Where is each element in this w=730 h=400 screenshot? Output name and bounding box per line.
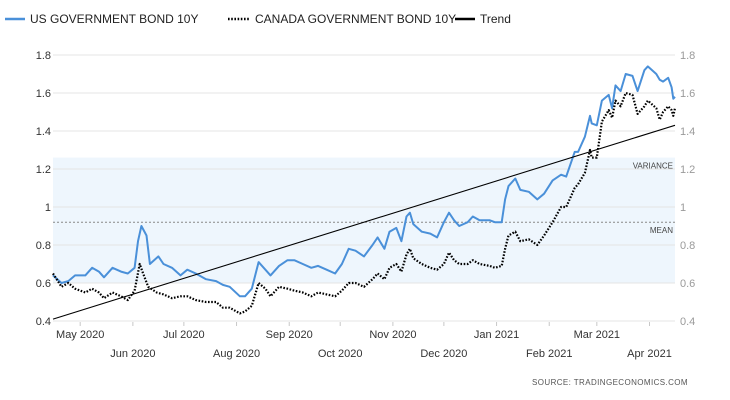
legend-label-us-government-bond-10y: US GOVERNMENT BOND 10Y (30, 12, 198, 26)
x-tick-label: Nov 2020 (369, 329, 416, 341)
legend: US GOVERNMENT BOND 10Y CANADA GOVERNMENT … (5, 12, 511, 26)
y-tick-label-left: 1 (45, 202, 51, 214)
y-tick-label-left: 0.6 (36, 278, 51, 290)
x-tick-label: Feb 2021 (526, 348, 572, 360)
x-tick-label: Jun 2020 (110, 348, 155, 360)
y-tick-label-left: 0.8 (36, 240, 51, 252)
y-tick-label-left: 1.6 (36, 88, 51, 100)
x-tick-label: Jul 2020 (163, 329, 205, 341)
source-label: SOURCE: TRADINGECONOMICS.COM (532, 378, 688, 387)
y-tick-label-left: 1.4 (36, 126, 51, 138)
y-tick-label-left: 1.2 (36, 164, 51, 176)
y-tick-label-left: 0.4 (36, 316, 51, 328)
x-tick-label: Apr 2021 (627, 348, 672, 360)
x-tick-label: Sep 2020 (266, 329, 313, 341)
x-tick-label: Oct 2020 (318, 348, 363, 360)
legend-label-trend: Trend (480, 12, 511, 26)
y-tick-label-right: 0.6 (680, 278, 695, 290)
y-tick-label-right: 1 (680, 202, 686, 214)
mean-label: MEAN (650, 226, 673, 235)
x-tick-label: May 2020 (56, 329, 104, 341)
y-tick-label-right: 0.8 (680, 240, 695, 252)
x-tick-label: Dec 2020 (420, 348, 467, 360)
y-tick-label-right: 0.4 (680, 316, 695, 328)
x-tick-label: Mar 2021 (574, 329, 620, 341)
legend-label-canada-government-bond-10y: CANADA GOVERNMENT BOND 10Y (255, 12, 456, 26)
x-tick-label: Aug 2020 (213, 348, 260, 360)
variance-band (53, 157, 675, 283)
y-tick-label-right: 1.8 (680, 50, 695, 62)
y-tick-label-right: 1.2 (680, 164, 695, 176)
series-layer (52, 65, 677, 320)
variance-label: VARIANCE (633, 162, 673, 171)
y-tick-label-right: 1.6 (680, 88, 695, 100)
x-tick-label: Jan 2021 (474, 329, 519, 341)
variance-band-layer: VARIANCE (53, 157, 675, 283)
axis-layer: 0.4 0.4 0.6 0.6 0.8 0.8 1 1 1.2 1.2 1.4 1.4 1.6 1.6 1.… (36, 50, 696, 360)
series-line-trend (52, 124, 676, 320)
y-tick-label-right: 1.4 (680, 126, 695, 138)
series-line-us-government-bond-10y (52, 65, 676, 298)
mean-reference-layer: MEAN (53, 221, 675, 235)
grid-layer (53, 54, 675, 322)
y-tick-label-left: 1.8 (36, 50, 51, 62)
